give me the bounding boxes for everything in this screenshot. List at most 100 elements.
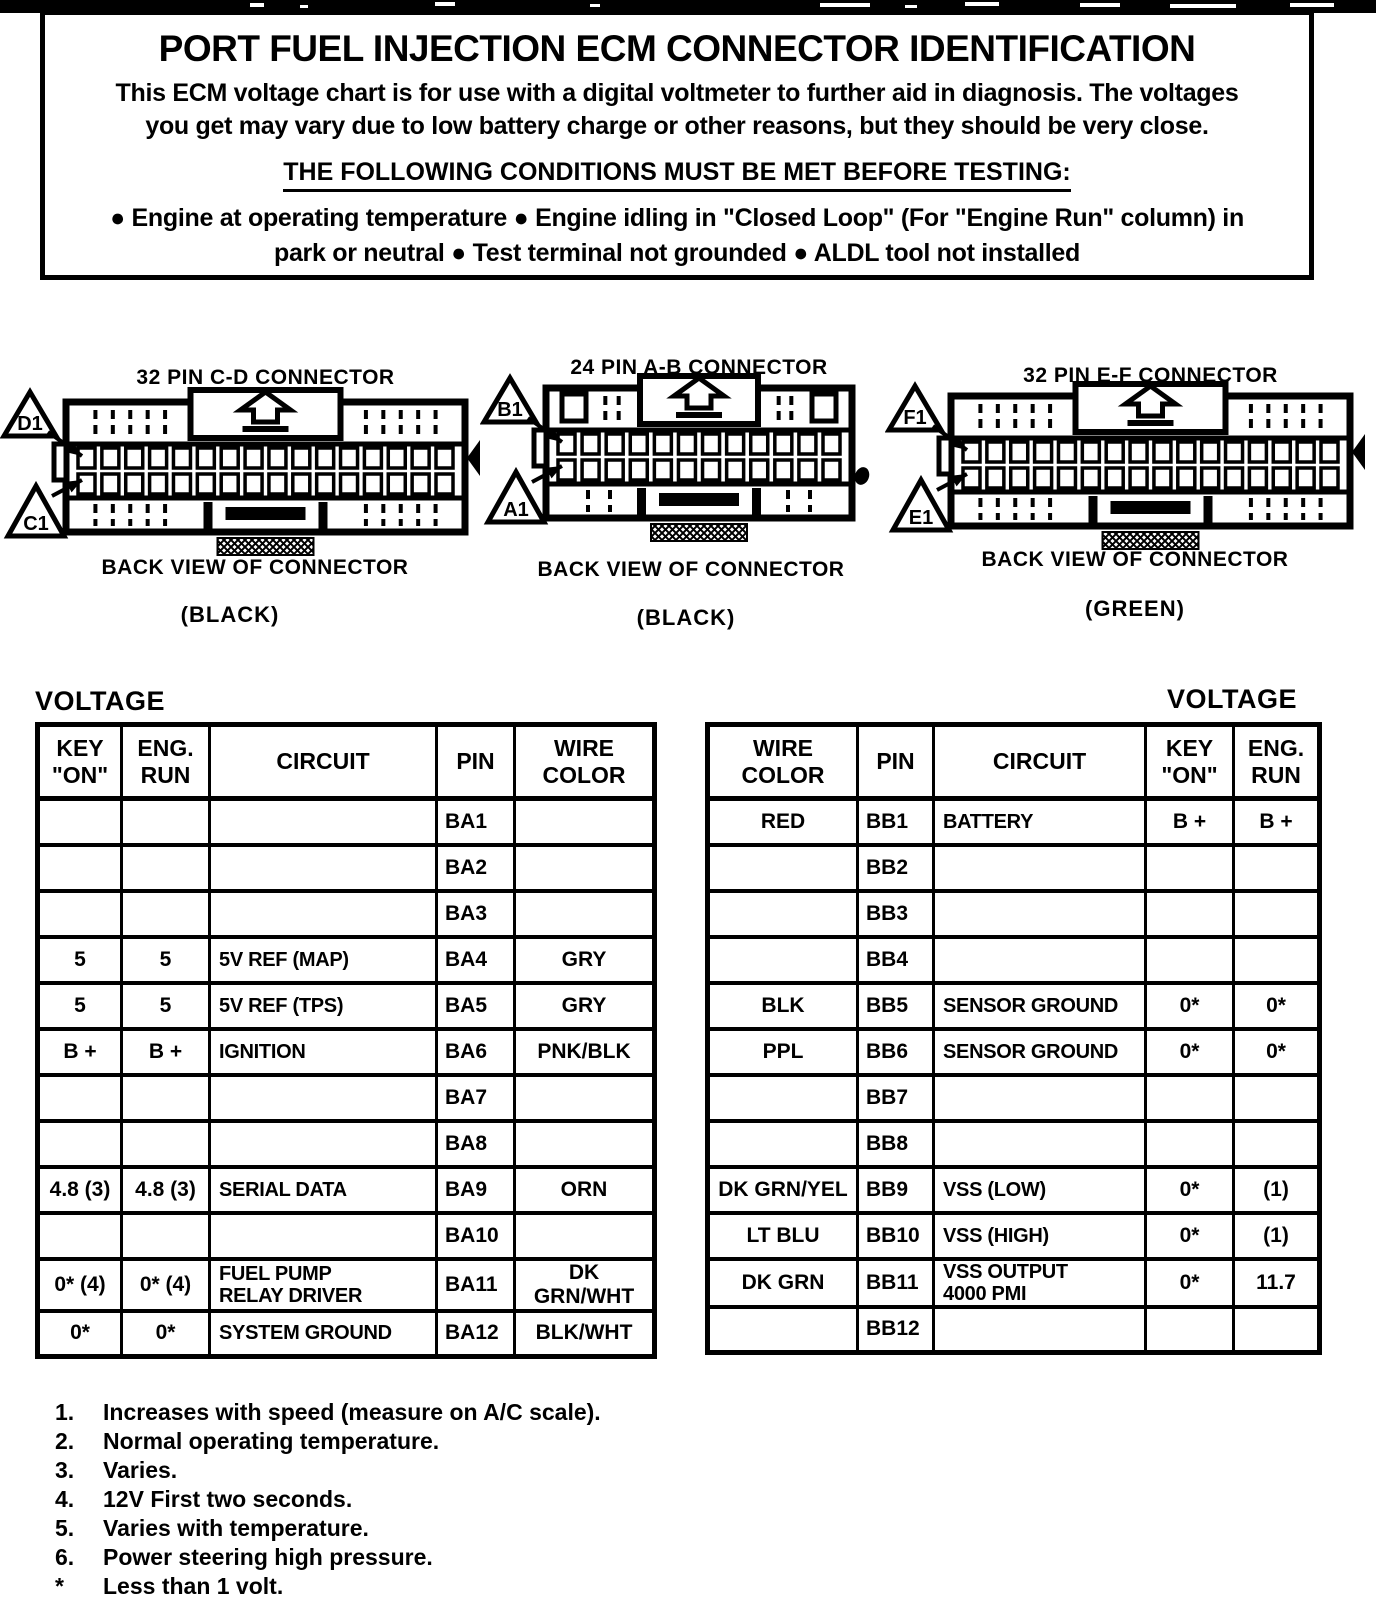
table-row: BA10 bbox=[36, 1210, 656, 1261]
keying-bar bbox=[1110, 501, 1191, 514]
pin-cell bbox=[1319, 440, 1340, 464]
cell-pin: BB10 bbox=[856, 1210, 935, 1261]
cell-key-on: 4.8 (3) bbox=[36, 1164, 123, 1215]
callout-label-top: D1 bbox=[17, 413, 43, 435]
connector-cd: 32 PIN C-D CONNECTOR D1 C1 BACK VIEW OF C… bbox=[0, 362, 481, 662]
cell-eng-run bbox=[120, 888, 211, 939]
footnote-text: Increases with speed (measure on A/C sca… bbox=[103, 1399, 601, 1425]
cell-circuit bbox=[932, 934, 1147, 985]
pin-cell bbox=[628, 458, 650, 482]
footnote-item: 3. Varies. bbox=[55, 1456, 601, 1485]
footnotes-list: 1. Increases with speed (measure on A/C s… bbox=[55, 1398, 601, 1601]
pin-cell bbox=[1295, 466, 1316, 490]
pin-cell bbox=[985, 466, 1006, 490]
cell-circuit bbox=[208, 888, 438, 939]
cell-wire bbox=[706, 888, 859, 939]
cell-circuit bbox=[208, 1072, 438, 1123]
callout-label-top: B1 bbox=[497, 399, 523, 421]
header-row: KEY "ON" ENG. RUN CIRCUIT PIN WIRE COLOR bbox=[36, 722, 656, 801]
voltage-table-left: KEY "ON" ENG. RUN CIRCUIT PIN WIRE COLOR… bbox=[35, 722, 657, 1359]
keying-bar bbox=[203, 502, 213, 529]
cell-eng-run: (1) bbox=[1232, 1164, 1321, 1215]
cell-key-on bbox=[1144, 1118, 1235, 1169]
pin-cell bbox=[147, 472, 169, 496]
pin-cell bbox=[556, 458, 577, 482]
pin-cell bbox=[1104, 466, 1125, 490]
pin-cell bbox=[724, 458, 746, 482]
footnote-text: Varies. bbox=[103, 1457, 178, 1483]
cell-wire bbox=[513, 888, 656, 939]
callout-arrowhead bbox=[951, 436, 967, 450]
cell-pin: BB5 bbox=[856, 980, 935, 1031]
side-notch bbox=[936, 435, 954, 477]
cell-pin: BB1 bbox=[856, 796, 935, 847]
col-header-pin: PIN bbox=[435, 722, 516, 801]
cell-eng-run bbox=[1232, 934, 1321, 985]
table-row: BA3 bbox=[36, 888, 656, 939]
cell-key-on bbox=[36, 842, 123, 893]
table-row: BA7 bbox=[36, 1072, 656, 1123]
pin-cell bbox=[604, 458, 625, 482]
cell-wire bbox=[513, 1210, 656, 1261]
cell-eng-run bbox=[120, 1210, 211, 1261]
keying-bar bbox=[1088, 496, 1098, 523]
pin-cell bbox=[724, 432, 746, 456]
connector-cd-caption: BACK VIEW OF CONNECTOR bbox=[101, 556, 409, 579]
footnote-item: * Less than 1 volt. bbox=[55, 1572, 601, 1601]
table-row: 0* 0* SYSTEM GROUND BA12 BLK/WHT bbox=[36, 1308, 656, 1359]
cell-key-on: 0* (4) bbox=[36, 1256, 123, 1313]
connector-ef: 32 PIN E-F CONNECTOR F1 E1 BACK VIEW OF C… bbox=[885, 356, 1366, 656]
callout-triangle bbox=[3, 480, 69, 539]
cell-eng-run: 11.7 bbox=[1232, 1256, 1321, 1309]
conditions-line-1: ● Engine at operating temperature ● Engi… bbox=[110, 204, 1244, 232]
cell-wire: DK GRN/WHT bbox=[513, 1256, 656, 1313]
pin-cell bbox=[1128, 440, 1149, 464]
pin-cell bbox=[291, 472, 312, 496]
intro-text: This ECM voltage chart is for use with a… bbox=[45, 77, 1309, 143]
cell-eng-run: B + bbox=[1232, 796, 1321, 847]
connector-ef-color: (GREEN) bbox=[1085, 596, 1185, 621]
table-row: 4.8 (3) 4.8 (3) SERIAL DATA BA9 ORN bbox=[36, 1164, 656, 1215]
pin-cell bbox=[580, 458, 601, 482]
cell-wire: PPL bbox=[706, 1026, 859, 1077]
callout-arrowhead bbox=[545, 466, 562, 479]
cell-pin: BA2 bbox=[435, 842, 516, 893]
keying-bar bbox=[752, 488, 761, 515]
cell-key-on: B + bbox=[1144, 796, 1235, 847]
cell-key-on bbox=[36, 1072, 123, 1123]
pin-cell bbox=[171, 446, 193, 470]
cell-key-on: 5 bbox=[36, 980, 123, 1031]
cell-pin: BB12 bbox=[856, 1304, 935, 1355]
cell-key-on: 0* bbox=[1144, 1164, 1235, 1215]
cell-eng-run bbox=[120, 1072, 211, 1123]
ink-blot-mark bbox=[854, 467, 870, 485]
pin-cell bbox=[100, 472, 121, 496]
pin-cell bbox=[1247, 440, 1269, 464]
cell-circuit bbox=[932, 1072, 1147, 1123]
pin-cell bbox=[797, 432, 818, 456]
cell-key-on bbox=[1144, 888, 1235, 939]
cell-circuit bbox=[208, 1118, 438, 1169]
table-row: BB7 bbox=[706, 1072, 1321, 1123]
pin-cell bbox=[773, 458, 794, 482]
pin-cell bbox=[1271, 440, 1293, 464]
pin-cell bbox=[604, 432, 625, 456]
connector-ab-color: (BLACK) bbox=[636, 605, 736, 630]
side-notch bbox=[51, 441, 69, 483]
cell-eng-run bbox=[1232, 1072, 1321, 1123]
conditions-text: ● Engine at operating temperature ● Engi… bbox=[45, 201, 1309, 271]
connector-ef-caption: BACK VIEW OF CONNECTOR bbox=[981, 548, 1289, 571]
cell-circuit: VSS (LOW) bbox=[932, 1164, 1147, 1215]
footnote-item: 6. Power steering high pressure. bbox=[55, 1543, 601, 1572]
table-row: BA8 bbox=[36, 1118, 656, 1169]
scan-speck bbox=[435, 2, 455, 6]
col-header-key-on: KEY "ON" bbox=[1144, 722, 1235, 801]
connector-cd-color: (BLACK) bbox=[180, 602, 280, 627]
cell-pin: BB11 bbox=[856, 1256, 935, 1309]
pin-cell bbox=[195, 446, 217, 470]
pin-cell bbox=[362, 446, 384, 470]
table-row: PPL BB6 SENSOR GROUND 0* 0* bbox=[706, 1026, 1321, 1077]
pin-cell bbox=[386, 446, 408, 470]
scan-speck bbox=[590, 4, 600, 7]
pin-cell bbox=[1152, 440, 1173, 464]
